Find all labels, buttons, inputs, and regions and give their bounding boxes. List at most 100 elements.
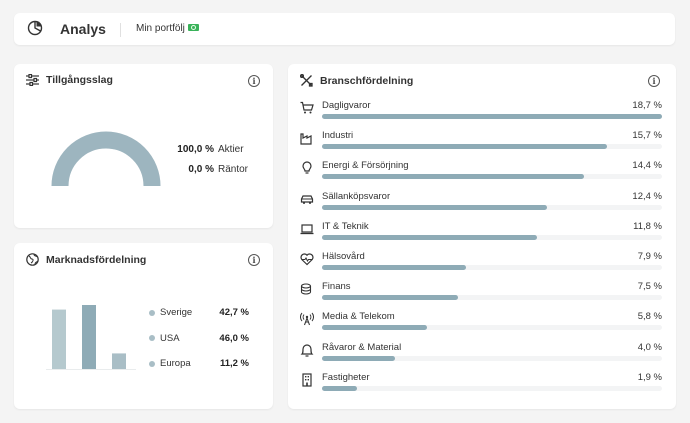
sliders-icon xyxy=(26,74,39,86)
asset-class-title: Tillgångsslag xyxy=(46,74,113,86)
legend-aktier-label: Aktier xyxy=(218,144,244,155)
lightbulb-icon xyxy=(300,161,314,175)
legend-dot xyxy=(149,360,155,367)
market-legend-europa: Europa 11,2 % xyxy=(149,358,249,369)
sector-value: 18,7 % xyxy=(632,100,662,111)
sector-bar-track xyxy=(322,325,662,331)
market-value: 11,2 % xyxy=(219,358,249,369)
market-legend-sverige: Sverige 42,7 % xyxy=(149,307,249,318)
market-label: Sverige xyxy=(160,307,193,318)
market-value: 42,7 % xyxy=(219,307,249,318)
legend-rantor-value: 0,0 % xyxy=(188,164,214,175)
legend-rantor-label: Räntor xyxy=(218,164,249,175)
sector-row-industri: Industri 15,7 % xyxy=(300,129,666,159)
header-divider xyxy=(120,23,121,37)
tools-icon xyxy=(300,74,313,87)
sector-value: 11,8 % xyxy=(633,220,662,232)
sector-label: Media & Telekom xyxy=(322,311,395,323)
sector-label: Hälsovård xyxy=(322,251,365,262)
heartbeat-icon xyxy=(300,252,314,266)
legend-dot xyxy=(149,309,155,316)
bell-icon xyxy=(300,343,314,357)
legend-dot xyxy=(149,335,155,341)
sector-label: Industri xyxy=(322,130,354,142)
sector-bar-track xyxy=(322,385,662,391)
market-bar-europa xyxy=(112,353,126,369)
market-bar-sverige xyxy=(52,309,66,369)
legend-aktier: 100,0 % Aktier xyxy=(164,144,244,155)
sector-row-finans: Finans 7,5 % xyxy=(300,280,666,310)
sector-bar xyxy=(322,174,584,180)
sector-label: Råvaror & Material xyxy=(322,341,402,353)
info-icon[interactable]: i xyxy=(248,254,260,266)
sector-bar xyxy=(322,204,548,210)
sector-bar-track xyxy=(322,174,662,180)
market-value: 46,0 % xyxy=(219,332,249,344)
pie-chart-icon xyxy=(27,20,43,36)
antenna-icon xyxy=(300,312,314,326)
info-icon[interactable]: i xyxy=(248,75,260,87)
sector-row-hälsovård: Hälsovård 7,9 % xyxy=(300,250,666,280)
market-distribution-title: Marknadsfördelning xyxy=(46,253,147,266)
coins-icon xyxy=(300,282,314,296)
header-bar: Analys Min portfölj xyxy=(14,13,675,45)
sector-label: Fastigheter xyxy=(322,371,370,383)
sector-bar xyxy=(322,385,357,391)
sector-row-fastigheter: Fastigheter 1,9 % xyxy=(300,371,666,401)
factory-icon xyxy=(300,131,314,145)
sector-row-media-telekom: Media & Telekom 5,8 % xyxy=(300,310,666,340)
market-bar-usa xyxy=(82,305,96,369)
sector-bar xyxy=(322,355,395,361)
sector-row-dagligvaror: Dagligvaror 18,7 % xyxy=(300,99,666,129)
sector-bar-track xyxy=(322,234,662,240)
building-icon xyxy=(300,373,314,387)
sector-value: 5,8 % xyxy=(637,311,662,323)
sector-row-it-teknik: IT & Teknik 11,8 % xyxy=(300,220,666,250)
legend-rantor: 0,0 % Räntor xyxy=(164,164,248,175)
sector-bar-track xyxy=(322,144,662,150)
sector-bar xyxy=(322,234,537,240)
sector-value: 14,4 % xyxy=(632,160,662,172)
sector-row-sällanköpsvaror: Sällanköpsvaror 12,4 % xyxy=(300,190,666,220)
sector-bar-track xyxy=(322,265,662,270)
sector-bar xyxy=(322,265,466,270)
market-label: Europa xyxy=(160,358,191,369)
sector-bar-track xyxy=(322,295,662,301)
market-label: USA xyxy=(160,332,180,344)
asset-class-card: Tillgångsslag i 100,0 % Aktier 0,0 % Ränto… xyxy=(14,64,273,228)
sector-bar-track xyxy=(322,114,662,119)
page-title: Analys xyxy=(60,21,106,37)
sector-bar-track xyxy=(322,355,662,361)
cart-icon xyxy=(300,101,314,115)
sector-value: 7,5 % xyxy=(637,281,662,293)
sector-value: 12,4 % xyxy=(632,190,662,202)
info-icon[interactable]: i xyxy=(648,75,660,87)
market-bar-chart xyxy=(46,305,136,370)
sector-distribution-card: Branschfördelning i Dagligvaror 18,7 % Ind… xyxy=(288,64,676,409)
sector-value: 7,9 % xyxy=(637,251,662,262)
sector-bar xyxy=(322,144,608,150)
sector-bar xyxy=(322,295,459,301)
sector-value: 4,0 % xyxy=(637,341,662,353)
sector-bar xyxy=(322,114,662,119)
sector-label: Dagligvaror xyxy=(322,100,371,111)
legend-aktier-value: 100,0 % xyxy=(177,144,214,155)
sector-label: Sällanköpsvaror xyxy=(322,190,391,202)
money-icon xyxy=(187,24,199,31)
sector-bar-track xyxy=(322,204,662,210)
portfolio-label: Min portfölj xyxy=(136,23,185,34)
gauge-fill-aktier xyxy=(51,131,161,187)
market-distribution-card: Marknadsfördelning i Sverige 42,7 % USA 46,… xyxy=(14,243,273,409)
sector-label: Energi & Försörjning xyxy=(322,160,409,172)
sector-bar xyxy=(322,325,428,331)
sector-row-energi-försörjning: Energi & Försörjning 14,4 % xyxy=(300,159,666,189)
sector-distribution-title: Branschfördelning xyxy=(320,74,414,87)
sector-value: 1,9 % xyxy=(637,371,662,383)
sector-label: Finans xyxy=(322,281,351,293)
car-icon xyxy=(300,192,314,206)
sector-label: IT & Teknik xyxy=(322,220,369,232)
asset-gauge xyxy=(51,131,161,187)
market-legend-usa: USA 46,0 % xyxy=(149,333,249,344)
portfolio-selector[interactable]: Min portfölj xyxy=(136,23,199,34)
sector-row-råvaror-material: Råvaror & Material 4,0 % xyxy=(300,341,666,371)
